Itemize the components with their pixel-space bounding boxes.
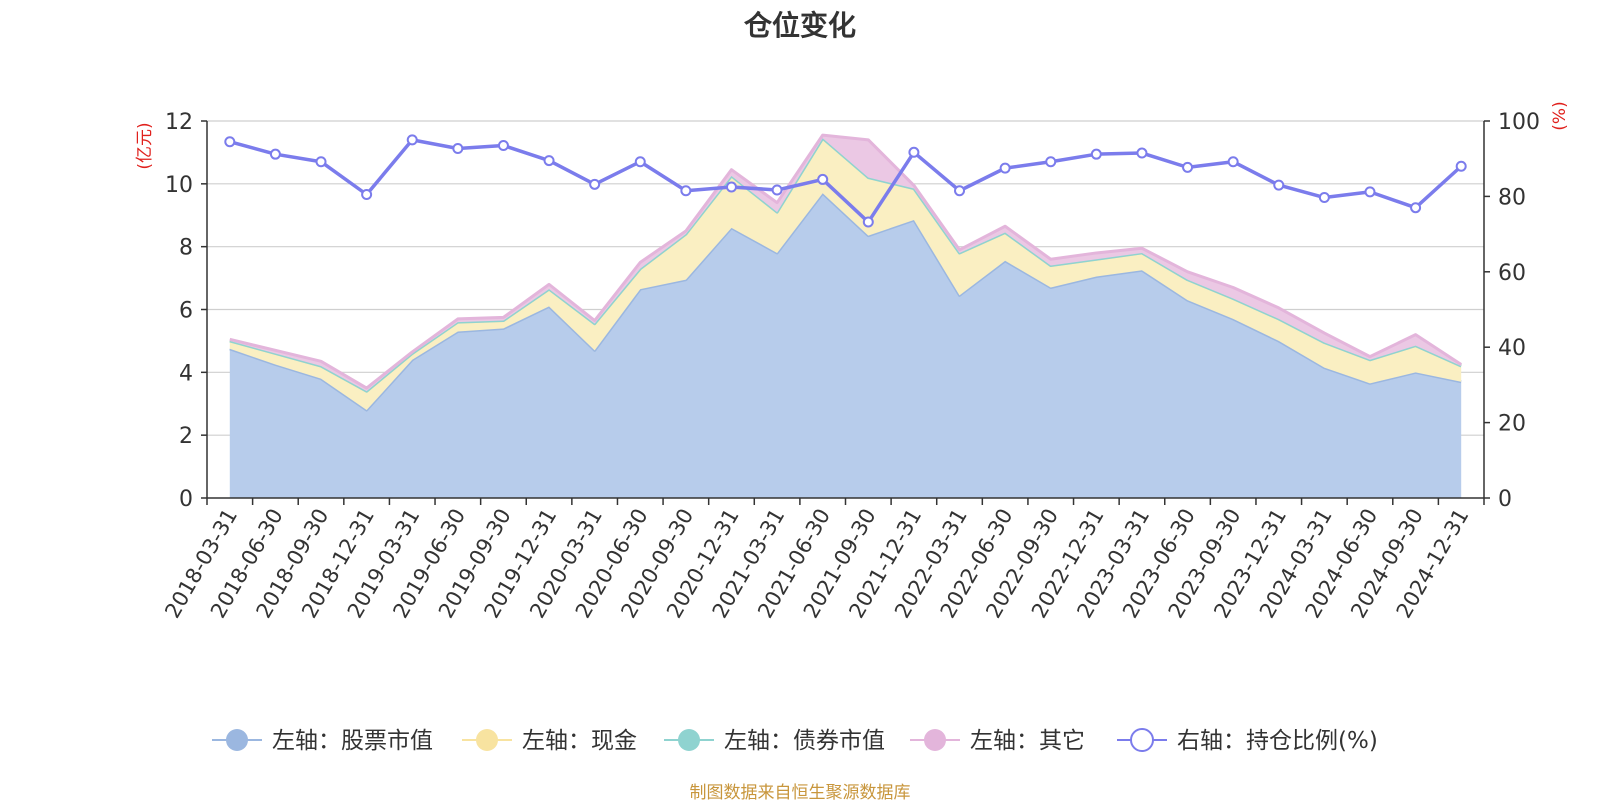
legend-label: 左轴：债券市值 xyxy=(724,728,885,754)
ratio-point xyxy=(1410,202,1422,214)
ratio-point xyxy=(315,156,327,168)
legend-label: 左轴：现金 xyxy=(522,728,637,754)
legend-marker xyxy=(924,729,946,751)
ratio-point xyxy=(634,156,646,168)
right-tick-label: 100 xyxy=(1498,110,1540,135)
ratio-point xyxy=(1455,160,1467,172)
legend-marker xyxy=(476,729,498,751)
right-tick-label: 0 xyxy=(1498,487,1512,512)
ratio-point xyxy=(908,146,920,158)
ratio-line xyxy=(229,138,1463,224)
left-tick-label: 2 xyxy=(179,424,193,449)
ratio-point xyxy=(497,140,509,152)
ratio-point xyxy=(589,178,601,190)
legend-marker xyxy=(226,729,248,751)
ratio-point xyxy=(999,162,1011,174)
area-line-series-3 xyxy=(229,133,1463,390)
ratio-point xyxy=(1318,192,1330,204)
chart-title: 仓位变化 xyxy=(743,9,856,42)
left-axis-unit: (亿元) xyxy=(135,122,155,169)
ratio-point xyxy=(1045,156,1057,168)
ratio-point xyxy=(1136,147,1148,159)
right-tick-label: 60 xyxy=(1498,261,1526,286)
right-axis-unit: (%) xyxy=(1550,101,1570,130)
area-series-0 xyxy=(229,193,1462,498)
ratio-point xyxy=(1273,179,1285,191)
ratio-point xyxy=(1227,156,1239,168)
left-tick-label: 10 xyxy=(165,173,193,198)
ratio-point xyxy=(817,173,829,185)
ratio-point xyxy=(1090,148,1102,160)
source-note: 制图数据来自恒生聚源数据库 xyxy=(689,783,911,803)
legend-marker xyxy=(1130,728,1154,752)
right-tick-label: 80 xyxy=(1498,185,1526,210)
ratio-point xyxy=(269,148,281,160)
ratio-point xyxy=(954,185,966,197)
left-tick-label: 6 xyxy=(179,299,193,324)
ratio-point xyxy=(224,136,236,148)
left-tick-label: 4 xyxy=(179,361,193,386)
ratio-point xyxy=(725,181,737,193)
ratio-point xyxy=(1364,186,1376,198)
ratio-point xyxy=(543,155,555,167)
ratio-point xyxy=(361,189,373,201)
ratio-point xyxy=(452,143,464,155)
legend-label: 左轴：其它 xyxy=(970,728,1085,754)
ratio-point xyxy=(862,216,874,228)
left-tick-label: 0 xyxy=(179,487,193,512)
legend-label: 右轴：持仓比例(%) xyxy=(1177,728,1378,754)
left-tick-label: 8 xyxy=(179,236,193,261)
ratio-point xyxy=(406,134,418,146)
ratio-point xyxy=(1182,161,1194,173)
area-series-1 xyxy=(229,138,1462,411)
legend-marker xyxy=(678,729,700,751)
ratio-point xyxy=(771,184,783,196)
right-tick-label: 40 xyxy=(1498,336,1526,361)
ratio-point xyxy=(680,185,692,197)
left-tick-label: 12 xyxy=(165,110,193,135)
legend-label: 左轴：股票市值 xyxy=(272,728,433,754)
right-tick-label: 20 xyxy=(1498,412,1526,437)
